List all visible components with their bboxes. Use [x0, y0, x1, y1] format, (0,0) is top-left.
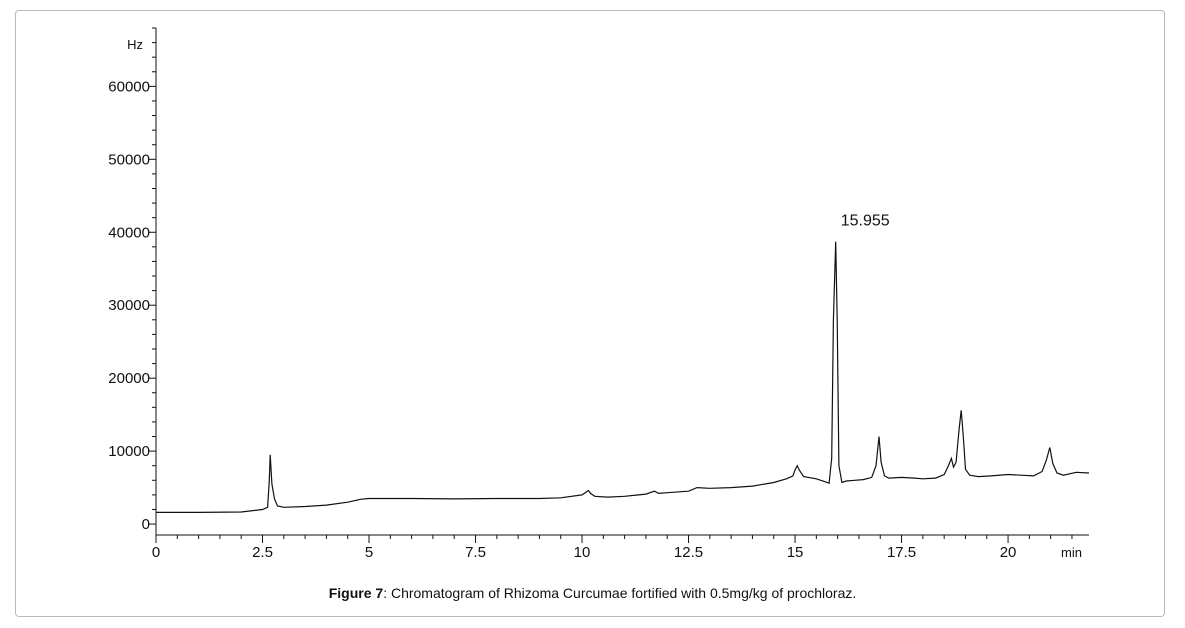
axes: [155, 28, 1089, 536]
x-tick-label: 10: [574, 544, 591, 561]
y-tick-label: 0: [142, 516, 150, 533]
y-tick-label: 40000: [108, 224, 150, 241]
x-tick-label: 15: [787, 544, 804, 561]
figure-caption: Figure 7: Chromatogram of Rhizoma Curcum…: [0, 585, 1185, 601]
figure-frame: [15, 10, 1165, 617]
chromatogram-trace: [156, 241, 1090, 513]
x-tick-label: 7.5: [465, 544, 486, 561]
tick-labels: 0 2.5 5 7.5 10 12.5 15 17.5 20 0 10000 20000 30000 40…: [108, 78, 1016, 561]
y-tick-label: 10000: [108, 443, 150, 460]
y-tick-label: 20000: [108, 370, 150, 387]
x-tick-label: 12.5: [674, 544, 703, 561]
x-tick-label: 17.5: [887, 544, 916, 561]
y-tick-label: 30000: [108, 297, 150, 314]
x-tick-label: 0: [152, 544, 160, 561]
caption-label: Figure 7: [328, 585, 384, 601]
peak-annotation: 15.955: [841, 213, 890, 230]
caption-text: : Chromatogram of Rhizoma Curcumae forti…: [383, 585, 857, 601]
y-tick-label: 60000: [108, 78, 150, 95]
y-axis-unit-label: Hz: [127, 37, 143, 52]
x-axis-unit-label: min: [1061, 545, 1082, 560]
x-tick-label: 20: [1000, 544, 1017, 561]
ticks: [149, 27, 1073, 543]
x-tick-label: 2.5: [252, 544, 273, 561]
x-tick-label: 5: [365, 544, 373, 561]
y-tick-label: 50000: [108, 151, 150, 168]
